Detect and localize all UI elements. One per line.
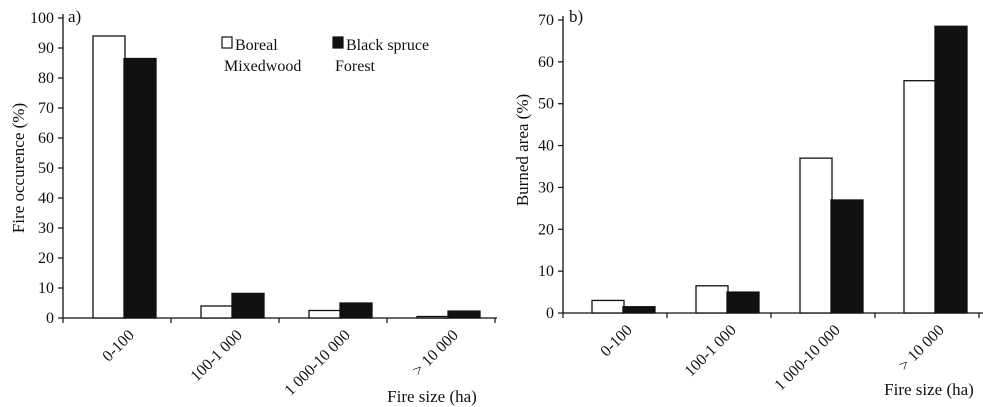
legend-label: Mixedwood [224,58,301,75]
y-tick-label: 10 [38,280,54,297]
y-tick-label: 0 [46,310,54,327]
legend-swatch [221,36,233,49]
x-axis-label: Fire size (ha) [884,380,974,399]
x-category-label: 100-1 000 [682,322,740,380]
panel-label: a) [68,7,81,26]
y-tick-label: 40 [38,190,54,207]
legend-item-black-spruce: Black spruce Forest [332,36,429,75]
bar-black-spruce [447,310,481,319]
y-tick-label: 60 [38,130,54,147]
x-category-label: 100-1 000 [188,327,246,385]
y-tick-label: 70 [38,100,54,117]
y-tick-label: 80 [38,70,54,87]
y-tick-label: 50 [38,160,54,177]
y-tick-label: 70 [538,12,554,29]
bar-black-spruce [726,291,760,314]
y-axis-label: Fire occurence (%) [9,103,28,233]
bar-boreal-mixedwood [903,80,937,314]
x-category-label: > 10 000 [409,327,461,379]
bar-black-spruce [123,57,157,319]
x-category-label: 1 000-10 000 [281,327,353,399]
chart-panel-b: 0 10 20 30 40 50 60 70 0-100 100-1 000 1 000-10 00… [513,7,983,399]
x-category-label: 0-100 [597,322,635,360]
bar-boreal-mixedwood [695,285,729,314]
legend-swatch [332,36,344,49]
legend-item-boreal-mixedwood: Boreal Mixedwood [221,36,301,75]
y-tick-label: 0 [546,305,554,322]
bar-boreal-mixedwood [308,309,342,319]
y-tick-label: 60 [538,54,554,71]
bar-black-spruce [622,306,656,314]
bar-black-spruce [830,199,864,314]
y-axis-label: Burned area (%) [513,94,532,206]
bar-black-spruce [231,292,265,319]
y-tick-label: 30 [538,179,554,196]
y-tick-label: 100 [30,10,54,27]
bar-boreal-mixedwood [416,315,450,319]
y-tick-label: 40 [538,138,554,155]
bar-black-spruce [934,25,968,314]
legend-label: Boreal [235,37,278,54]
bar-boreal-mixedwood [591,299,625,314]
chart-panel-a: 0 10 20 30 40 50 60 70 80 90 100 0-100 100-1 000 1 00… [9,7,497,406]
y-tick-label: 20 [538,221,554,238]
y-tick-label: 90 [38,40,54,57]
y-tick-label: 50 [538,96,554,113]
panel-label: b) [569,7,583,26]
x-category-label: 0-100 [99,327,137,365]
y-tick-label: 30 [38,220,54,237]
bar-boreal-mixedwood [799,157,833,314]
legend: Boreal Mixedwood Black spruce Forest [221,36,429,75]
x-category-label: 1 000-10 000 [771,322,843,394]
bar-black-spruce [339,302,373,319]
y-tick-label: 10 [538,263,554,280]
x-axis-label: Fire size (ha) [387,387,477,406]
y-tick-label: 20 [38,250,54,267]
x-category-label: > 10 000 [895,322,947,374]
bar-boreal-mixedwood [92,35,126,319]
legend-label: Black spruce [346,37,429,54]
legend-label: Forest [335,58,376,75]
bar-boreal-mixedwood [200,305,234,319]
